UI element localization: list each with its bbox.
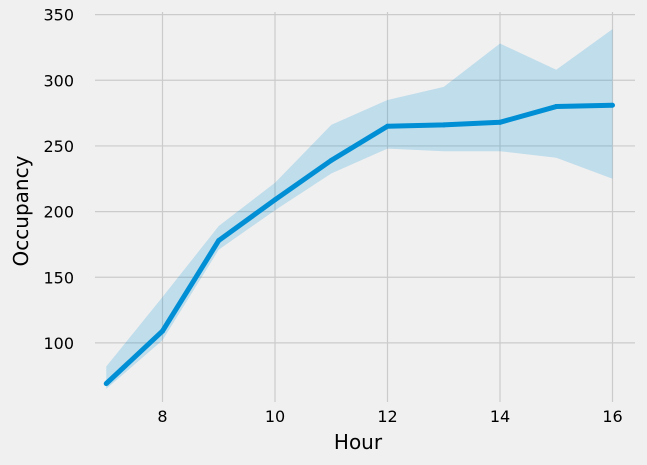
x-gridlines — [161, 12, 614, 402]
y-tick-label-300: 300 — [43, 71, 74, 90]
data-point-7 — [103, 381, 109, 387]
data-point-13 — [441, 122, 447, 128]
x-axis-label: Hour — [334, 430, 383, 454]
x-tick-label-14: 14 — [490, 407, 510, 426]
y-axis-label: Occupancy — [9, 155, 33, 266]
data-point-11 — [328, 157, 334, 163]
x-tick-label-8: 8 — [157, 407, 167, 426]
data-point-12 — [385, 123, 390, 129]
x-tick-label-16: 16 — [602, 407, 622, 426]
data-point-10 — [272, 197, 278, 203]
data-point-8 — [160, 328, 165, 334]
y-tick-label-200: 200 — [43, 203, 74, 222]
data-point-15 — [553, 104, 559, 110]
confidence-band-layer — [106, 29, 613, 389]
x-tick-labels: 8 10 12 14 16 — [157, 407, 622, 426]
confidence-band-0 — [106, 29, 613, 389]
y-tick-labels: 100 150 200 250 300 350 — [43, 6, 74, 353]
data-point-16 — [610, 102, 615, 108]
x-tick-label-10: 10 — [265, 407, 285, 426]
data-point-14 — [497, 119, 503, 125]
y-tick-label-250: 250 — [43, 137, 74, 156]
x-tick-label-12: 12 — [377, 407, 397, 426]
y-tick-label-150: 150 — [43, 268, 74, 287]
y-tick-label-100: 100 — [43, 334, 74, 353]
series-line-layer — [103, 102, 615, 387]
y-gridlines — [95, 14, 635, 344]
y-tick-label-350: 350 — [43, 6, 74, 25]
data-point-9 — [216, 237, 222, 243]
series-line-0 — [104, 102, 613, 386]
